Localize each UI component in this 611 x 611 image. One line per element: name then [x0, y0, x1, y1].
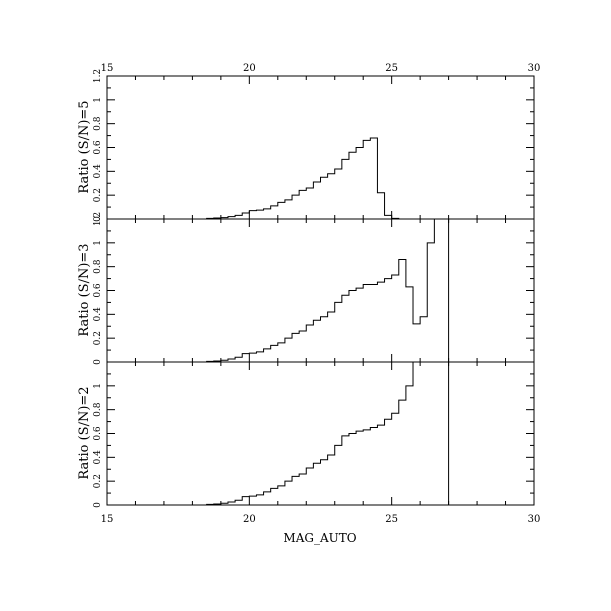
panel-top-y-ticks: 0 0.2 0.4 0.6 0.8 1 1.2: [93, 69, 534, 222]
y-tick-label: 1.2: [93, 212, 103, 226]
x-tick-label-top: 15: [101, 63, 114, 74]
y-tick-label: 0.2: [93, 474, 103, 488]
y-tick-label: 0.8: [93, 402, 103, 417]
panel-bottom-histogram: [206, 361, 456, 506]
panel-middle-x-ticks: [106, 219, 535, 362]
y-tick-label: 0: [93, 502, 103, 508]
panel-bottom-ylabel: Ratio (S/N)=2: [77, 386, 92, 479]
top-x-tick-labels: 15 20 25 30: [101, 63, 541, 74]
histogram-step-line: [206, 218, 450, 362]
y-tick-label: 1: [93, 240, 103, 246]
y-tick-label: 0: [93, 216, 103, 222]
y-tick-label: 0.4: [93, 450, 103, 465]
panel-middle-ylabel: Ratio (S/N)=3: [77, 243, 92, 336]
panel-bottom-y-ticks: 0 0.2 0.4 0.6 0.8 1: [93, 361, 534, 508]
y-tick-label: 1: [93, 383, 103, 389]
y-tick-label: 0.2: [93, 188, 103, 202]
panel-top-x-ticks: [106, 76, 535, 219]
bottom-x-tick-labels: 15 20 25 30: [101, 514, 541, 525]
y-tick-label: 1.2: [93, 69, 103, 83]
y-tick-label: 0.6: [93, 140, 103, 155]
histogram-step-line: [206, 137, 400, 219]
panel-top-ylabel: Ratio (S/N)=5: [77, 100, 92, 193]
panel-middle-y-ticks: 0 0.2 0.4 0.6 0.8 1 1.2: [93, 212, 534, 365]
x-tick-label-top: 25: [385, 63, 398, 74]
y-tick-label: 0.6: [93, 426, 103, 441]
panel-middle-frame: [106, 218, 535, 363]
x-tick-label-bottom: 25: [385, 514, 398, 525]
x-tick-label-top: 30: [528, 63, 541, 74]
x-tick-label-bottom: 20: [243, 514, 256, 525]
y-tick-label: 0.6: [93, 283, 103, 298]
y-tick-label: 0.8: [93, 116, 103, 131]
panel-bottom-x-ticks: [106, 362, 535, 505]
x-tick-label-bottom: 15: [101, 514, 114, 525]
histogram-step-line: [206, 361, 456, 506]
panel-bottom-frame: [106, 361, 535, 506]
panel-middle-histogram: [206, 218, 450, 362]
x-tick-label-top: 20: [243, 63, 256, 74]
panel-top-frame: [106, 75, 535, 220]
panel-top: 0 0.2 0.4 0.6 0.8 1 1.2 Ratio (S/N)=5: [77, 69, 535, 222]
x-axis-label: MAG_AUTO: [283, 531, 356, 545]
y-tick-label: 0.2: [93, 331, 103, 345]
panel-middle: 0 0.2 0.4 0.6 0.8 1 1.2 Ratio (S/N)=3: [77, 212, 535, 365]
y-tick-label: 0: [93, 359, 103, 365]
x-tick-label-bottom: 30: [528, 514, 541, 525]
panel-bottom: 0 0.2 0.4 0.6 0.8 1 Ratio (S/N)=2 MAG_AUTO: [77, 361, 535, 545]
y-tick-label: 0.4: [93, 164, 103, 179]
y-tick-label: 0.8: [93, 259, 103, 274]
y-tick-label: 1: [93, 97, 103, 103]
y-tick-label: 0.4: [93, 307, 103, 322]
panel-top-histogram: [206, 137, 400, 219]
